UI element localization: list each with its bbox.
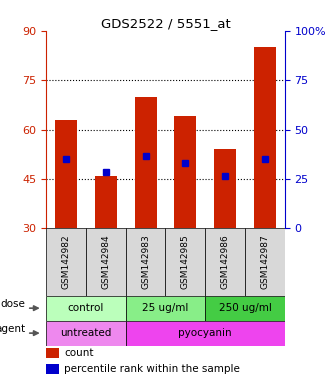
Text: GSM142985: GSM142985 <box>181 235 190 290</box>
Bar <box>86 228 126 296</box>
Text: agent: agent <box>0 324 25 334</box>
Bar <box>46 296 126 321</box>
Text: pyocyanin: pyocyanin <box>178 328 232 338</box>
Text: dose: dose <box>1 300 25 310</box>
Bar <box>46 321 126 346</box>
Text: GSM142987: GSM142987 <box>260 235 269 290</box>
Text: GSM142984: GSM142984 <box>101 235 111 290</box>
Bar <box>166 228 205 296</box>
Bar <box>126 321 285 346</box>
Bar <box>126 228 166 296</box>
Bar <box>46 364 60 374</box>
Bar <box>205 296 285 321</box>
Bar <box>126 296 205 321</box>
Text: control: control <box>68 303 104 313</box>
Text: untreated: untreated <box>60 328 112 338</box>
Bar <box>214 149 236 228</box>
Bar <box>205 228 245 296</box>
Bar <box>135 97 157 228</box>
Bar <box>254 47 276 228</box>
Text: GSM142982: GSM142982 <box>62 235 71 290</box>
Bar <box>55 120 77 228</box>
Bar <box>95 176 117 228</box>
Bar <box>46 228 86 296</box>
Bar <box>46 348 60 358</box>
Text: 250 ug/ml: 250 ug/ml <box>218 303 271 313</box>
Text: GSM142983: GSM142983 <box>141 235 150 290</box>
Bar <box>174 116 196 228</box>
Title: GDS2522 / 5551_at: GDS2522 / 5551_at <box>101 17 230 30</box>
Bar <box>245 228 285 296</box>
Text: count: count <box>64 348 94 358</box>
Text: 25 ug/ml: 25 ug/ml <box>142 303 189 313</box>
Text: percentile rank within the sample: percentile rank within the sample <box>64 364 240 374</box>
Text: GSM142986: GSM142986 <box>220 235 230 290</box>
